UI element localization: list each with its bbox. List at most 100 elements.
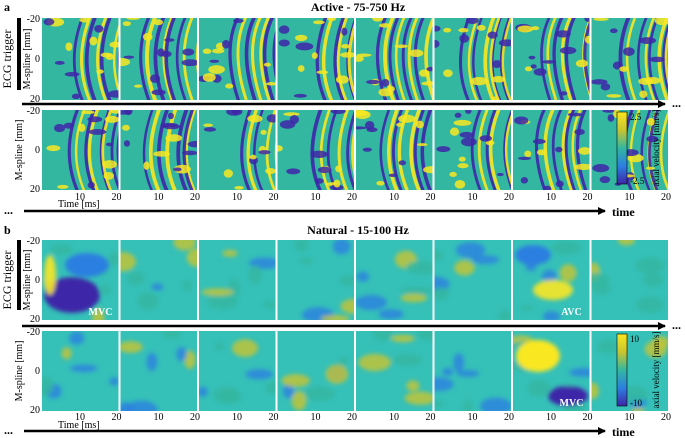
colorbar: 10 -10 axial velocity [mm/s] — [616, 332, 661, 409]
heatmap-tile — [513, 331, 590, 411]
y-tick-label: 20 — [30, 314, 40, 325]
heatmap-tile — [199, 240, 276, 320]
y-axis-label: M-spline [mm] — [14, 341, 25, 402]
x-tick-label: 10 — [389, 192, 399, 203]
continuation-dots: ... — [672, 96, 681, 110]
x-tick-label: 10 — [625, 412, 635, 423]
x-tick-label: 10 — [468, 412, 478, 423]
x-tick-label: 10 — [546, 192, 556, 203]
x-tick-label: 10 — [232, 192, 242, 203]
heatmap-tile — [277, 331, 354, 411]
heatmap-tile — [277, 110, 354, 190]
heatmap-tile — [356, 240, 433, 320]
heatmap-tile — [199, 110, 276, 190]
x-tick-label: 20 — [661, 412, 671, 423]
y-tick-label: -20 — [27, 14, 40, 25]
heatmap-tile — [42, 240, 119, 320]
heatmap-tile — [120, 18, 197, 100]
x-tick-label: 20 — [112, 192, 122, 203]
ecg-trigger-label: ECG trigger — [0, 30, 14, 89]
y-tick-label: 0 — [35, 145, 40, 156]
colorbar-max-label: 2.5 — [630, 112, 642, 122]
panel-b: b Natural - 15-100 Hz ECG trigger M-spline … — [0, 223, 681, 438]
time-label: time — [612, 425, 635, 438]
heatmap-tile — [591, 331, 668, 411]
heatmap-tile — [434, 110, 511, 190]
heatmap-tile — [356, 110, 433, 190]
colorbar-label: axial velocity [mm/s] — [651, 110, 661, 187]
y-tick-label: 20 — [30, 405, 40, 416]
colorbar-label: axial velocity [mm/s] — [651, 332, 661, 409]
y-axis-label: M-spline [mm] — [22, 250, 33, 311]
annotation-label: AVC — [561, 307, 581, 318]
y-tick-label: -20 — [27, 327, 40, 338]
colorbar-max-label: 10 — [630, 334, 640, 344]
heatmap-tile — [434, 331, 511, 411]
x-tick-label: 10 — [75, 192, 85, 203]
heatmap-tile — [42, 331, 119, 411]
heatmap-tile — [434, 240, 511, 320]
y-tick-label: 0 — [35, 275, 40, 286]
ecg-trigger-bar — [17, 240, 21, 310]
heatmap-tile — [277, 240, 354, 320]
x-tick-label: 20 — [661, 192, 671, 203]
x-tick-label: 10 — [75, 412, 85, 423]
x-tick-label: 10 — [154, 192, 164, 203]
x-tick-label: 20 — [269, 412, 279, 423]
y-tick-label: -20 — [27, 236, 40, 247]
y-tick-label: 20 — [30, 94, 40, 105]
annotation-label: MVC — [89, 307, 113, 318]
y-tick-label: 0 — [35, 54, 40, 65]
colorbar-min-label: -2.5 — [630, 176, 645, 186]
continuation-dots: ... — [4, 423, 13, 437]
heatmap-tile — [120, 240, 197, 320]
x-tick-label: 20 — [112, 412, 122, 423]
heatmap-tile — [591, 18, 668, 100]
x-axis-label: Time [ms] — [58, 199, 100, 210]
panel-letter: a — [4, 0, 10, 14]
ecg-trigger-bar — [17, 18, 21, 90]
ecg-trigger-label: ECG trigger — [0, 251, 14, 310]
y-tick-label: -20 — [27, 106, 40, 117]
heatmap-row: M-spline [mm] -20 0 20 MVC AVC — [22, 236, 668, 325]
x-tick-label: 20 — [504, 412, 514, 423]
colorbar-min-label: -10 — [630, 398, 642, 408]
x-tick-label: 10 — [625, 192, 635, 203]
heatmap-tile — [434, 18, 511, 100]
heatmap-tile — [356, 331, 433, 411]
x-tick-label: 20 — [583, 192, 593, 203]
panel-a: a Active - 75-750 Hz ECG trigger M-spline [… — [0, 0, 681, 219]
x-tick-label: 10 — [311, 192, 321, 203]
x-tick-label: 10 — [154, 412, 164, 423]
x-tick-label: 10 — [232, 412, 242, 423]
x-tick-label: 20 — [269, 192, 279, 203]
heatmap-tile — [513, 18, 590, 100]
heatmap-tile — [120, 331, 197, 411]
time-label: time — [612, 205, 635, 219]
heatmap-tile — [513, 110, 590, 190]
heatmap-tile — [199, 18, 276, 100]
heatmap-tile — [42, 110, 119, 190]
heatmap-tile — [120, 110, 197, 190]
x-axis-label: Time [ms] — [58, 420, 100, 431]
heatmap-tile — [356, 18, 433, 100]
y-axis-label: M-spline [mm] — [14, 120, 25, 181]
heatmap-tile — [277, 18, 354, 100]
panel-letter: b — [4, 223, 11, 237]
x-tick-label: 10 — [546, 412, 556, 423]
heatmap-tile — [199, 331, 276, 411]
continuation-dots: ... — [672, 318, 681, 332]
y-axis-label: M-spline [mm] — [22, 29, 33, 90]
heatmap-tile — [513, 240, 590, 320]
y-tick-label: 0 — [35, 366, 40, 377]
colorbar: 2.5 -2.5 axial velocity [mm/s] — [616, 110, 661, 187]
x-tick-label: 20 — [347, 412, 357, 423]
x-tick-label: 20 — [426, 192, 436, 203]
heatmap-row: M-spline [mm]-20 0 20 MVC — [14, 327, 668, 416]
heatmap-tile — [591, 240, 668, 320]
y-tick-label: 20 — [30, 184, 40, 195]
x-tick-label: 10 — [389, 412, 399, 423]
panel-title: Active - 75-750 Hz — [311, 0, 406, 14]
x-tick-label: 20 — [190, 412, 200, 423]
